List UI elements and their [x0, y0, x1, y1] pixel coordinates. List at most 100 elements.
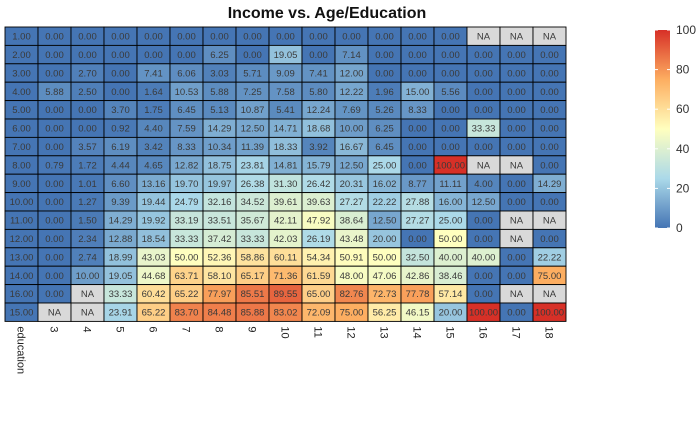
x-tick-label: 16	[477, 326, 489, 338]
cell-value-label: 6.45	[177, 105, 196, 116]
cell-value-label: 46.15	[406, 308, 430, 319]
cell-value-label: 5.71	[243, 68, 262, 79]
cell-value-label: 19.70	[175, 179, 199, 190]
cell-value-label: 0.00	[474, 87, 493, 98]
cell-value-label: 16.02	[373, 179, 397, 190]
row-label: 16.00	[10, 289, 34, 300]
cell-value-label: NA	[81, 289, 95, 300]
cell-value-label: 14.29	[109, 216, 133, 227]
cell-value-label: 0.00	[474, 50, 493, 61]
cell-value-label: 11.11	[439, 179, 461, 190]
cell-value-label: 37.42	[208, 234, 232, 245]
cell-value-label: NA	[81, 308, 95, 319]
cell-value-label: 71.36	[274, 271, 298, 282]
cell-value-label: 10.00	[340, 124, 364, 135]
cell-value-label: 44.68	[142, 271, 166, 282]
cell-value-label: 32.16	[208, 197, 232, 208]
cell-value-label: 0.00	[507, 105, 526, 116]
cell-value-label: 14.81	[274, 160, 298, 171]
legend-tick-label: 60	[676, 102, 690, 116]
cell-value-label: 43.03	[142, 252, 166, 263]
cell-value-label: 77.78	[406, 289, 430, 300]
cell-value-label: 23.91	[109, 308, 133, 319]
cell-value-label: 0.00	[177, 32, 196, 43]
cell-value-label: 0.00	[111, 68, 130, 79]
x-tick-label: 11	[312, 326, 324, 337]
cell-value-label: 40.00	[439, 252, 463, 263]
cell-value-label: 65.22	[142, 308, 166, 319]
cell-value-label: 33.51	[208, 216, 232, 227]
cell-value-label: 0.00	[45, 124, 64, 135]
cell-value-label: 52.36	[208, 252, 232, 263]
cell-value-label: 50.00	[373, 252, 397, 263]
cell-value-label: 0.00	[309, 50, 328, 61]
cell-value-label: 5.26	[375, 105, 394, 116]
cell-value-label: 18.99	[109, 252, 133, 263]
cell-value-label: NA	[510, 289, 524, 300]
cell-value-label: 1.75	[144, 105, 163, 116]
cell-value-label: 0.00	[342, 32, 361, 43]
cell-value-label: 83.70	[175, 308, 199, 319]
cell-value-label: 38.46	[439, 271, 463, 282]
cell-value-label: 18.75	[208, 160, 232, 171]
cell-value-label: 4.65	[144, 160, 163, 171]
cell-value-label: 0.00	[408, 160, 427, 171]
cell-value-label: 0.00	[45, 105, 64, 116]
cell-value-label: 26.38	[241, 179, 265, 190]
cell-value-label: 20.00	[373, 234, 397, 245]
cell-value-label: 5.80	[309, 87, 328, 98]
cell-value-label: 0.00	[177, 50, 196, 61]
cell-value-label: 0.00	[78, 32, 97, 43]
cell-value-label: 0.00	[45, 271, 64, 282]
cell-value-label: 0.00	[507, 197, 526, 208]
cell-value-label: 0.00	[540, 234, 559, 245]
cell-value-label: 0.00	[474, 234, 493, 245]
cell-value-label: 56.25	[373, 308, 397, 319]
heatmap-grid: 1.00 0.00 0.00 0.00 0.00 0.00 0.00 0.00 0.00 0.00…	[4, 26, 567, 322]
cell-value-label: 5.88	[210, 87, 229, 98]
row-label: 11.00	[10, 216, 33, 227]
cell-value-label: 40.00	[472, 252, 496, 263]
cell-value-label: 0.00	[507, 252, 526, 263]
cell-value-label: 15.00	[406, 87, 430, 98]
cell-value-label: 0.00	[309, 32, 328, 43]
cell-value-label: 12.00	[340, 68, 364, 79]
cell-value-label: 22.22	[538, 252, 562, 263]
x-tick-label: 17	[510, 326, 522, 338]
row-label: 13.00	[10, 252, 34, 263]
cell-value-label: 0.00	[210, 32, 229, 43]
cell-value-label: 0.00	[540, 68, 559, 79]
cell-value-label: 72.73	[373, 289, 397, 300]
cell-value-label: 0.00	[45, 68, 64, 79]
cell-value-label: NA	[543, 32, 557, 43]
cell-value-label: 20.00	[439, 308, 463, 319]
cell-value-label: 0.00	[408, 234, 427, 245]
cell-value-label: 57.14	[439, 289, 463, 300]
cell-value-label: 6.60	[111, 179, 130, 190]
cell-value-label: 12.22	[340, 87, 364, 98]
cell-value-label: 0.00	[540, 160, 559, 171]
cell-value-label: 26.42	[307, 179, 331, 190]
cell-value-label: 12.50	[340, 160, 364, 171]
cell-value-label: 100.00	[436, 160, 465, 171]
cell-value-label: 0.00	[45, 179, 64, 190]
cell-value-label: 72.09	[307, 308, 331, 319]
cell-value-label: NA	[510, 32, 524, 43]
cell-value-label: 39.61	[274, 197, 298, 208]
cell-value-label: 3.70	[111, 105, 130, 116]
cell-value-label: 0.00	[474, 68, 493, 79]
cell-value-label: 26.19	[307, 234, 331, 245]
cell-value-label: 0.00	[540, 142, 559, 153]
cell-value-label: 0.00	[111, 87, 130, 98]
cell-value-label: 0.00	[144, 50, 163, 61]
color-legend: 100 80 60 40 20 0	[655, 23, 696, 235]
cell-value-label: 2.50	[78, 87, 97, 98]
cell-value-label: 20.31	[340, 179, 364, 190]
row-label: 15.00	[10, 308, 34, 319]
cell-value-label: 0.00	[474, 216, 493, 227]
cell-value-label: 2.70	[78, 68, 97, 79]
cell-value-label: 1.27	[78, 197, 97, 208]
cell-value-label: 43.48	[340, 234, 364, 245]
cell-value-label: 0.00	[243, 50, 262, 61]
cell-value-label: 3.92	[309, 142, 328, 153]
